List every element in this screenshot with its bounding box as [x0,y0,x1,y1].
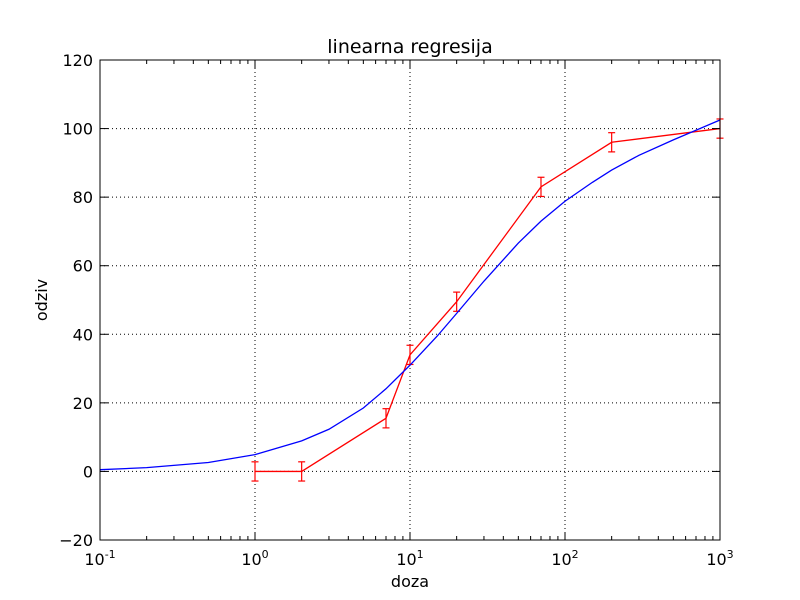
series-layer [99,118,724,482]
y-tick-label: 60 [73,257,93,276]
x-tick-label: 101 [396,548,423,569]
y-tick-label: 40 [73,325,93,344]
y-tick-label: 20 [73,394,93,413]
y-tick-label: 120 [62,51,93,70]
x-tick-label: 10-1 [84,548,115,569]
y-tick-label: 100 [62,120,93,139]
y-tick-labels: −20 0 20 40 60 80 100 120 [59,51,93,550]
x-tick-label: 103 [706,548,733,569]
x-tick-label: 102 [551,548,578,569]
data-line [255,127,721,473]
grid [100,60,720,540]
y-tick-label: −20 [59,531,93,550]
x-tick-label: 100 [241,548,268,569]
x-tick-labels: 10-1 100 101 102 103 [84,548,733,569]
y-tick-label: 0 [83,462,93,481]
y-tick-label: 80 [73,188,93,207]
fit-curve [99,119,721,471]
ticks [99,59,721,541]
y-axis-label: odziv [32,279,51,321]
chart-title: linearna regresija [327,36,492,58]
x-axis-label: doza [391,572,429,591]
